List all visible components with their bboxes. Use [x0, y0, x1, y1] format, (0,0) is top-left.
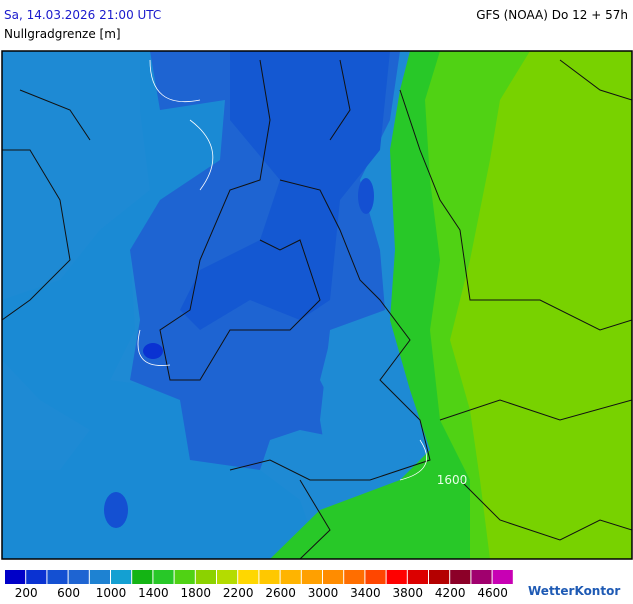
legend-swatch [259, 570, 280, 584]
legend-swatch [174, 570, 195, 584]
legend-swatch [68, 570, 89, 584]
legend-label: 1800 [181, 586, 212, 600]
legend-swatch [153, 570, 174, 584]
timestamp: Sa, 14.03.2026 21:00 UTC [4, 8, 161, 22]
legend-label: 4200 [435, 586, 466, 600]
field-min [104, 492, 128, 528]
legend-swatch [132, 570, 153, 584]
legend: 200 600 1000 1400 1800 2200 2600 3000 3400 3800 42… [5, 570, 513, 600]
legend-swatch [217, 570, 238, 584]
legend-label: 600 [57, 586, 80, 600]
map: 1600 [1, 50, 633, 560]
field-light [2, 51, 320, 559]
legend-label: 1000 [96, 586, 127, 600]
legend-label: 2200 [223, 586, 254, 600]
legend-swatch [238, 570, 259, 584]
legend-label: 2600 [265, 586, 296, 600]
field-min [358, 178, 374, 214]
model: GFS (NOAA) Do 12 + 57h [476, 8, 628, 22]
legend-swatch [407, 570, 428, 584]
legend-swatch [89, 570, 110, 584]
legend-swatch [429, 570, 450, 584]
contours [137, 59, 428, 481]
legend-swatch [450, 570, 471, 584]
legend-label: 3800 [393, 586, 424, 600]
legend-swatch [344, 570, 365, 584]
field-yellowgreen [450, 51, 632, 559]
legend-label: 4600 [477, 586, 508, 600]
borders [2, 59, 632, 559]
legend-label: 200 [15, 586, 38, 600]
legend-swatch [26, 570, 47, 584]
legend-swatch [386, 570, 407, 584]
map-frame [1, 50, 633, 560]
field-min [143, 343, 163, 359]
legend-swatch [365, 570, 386, 584]
legend-swatch [471, 570, 492, 584]
brand: WetterKontor [528, 584, 620, 598]
legend-swatch [301, 570, 322, 584]
legend-swatch [323, 570, 344, 584]
legend-label: 1400 [138, 586, 169, 600]
legend-swatch [47, 570, 68, 584]
field-dark [180, 51, 390, 330]
legend-swatch [195, 570, 216, 584]
legend-swatch [111, 570, 132, 584]
legend-label: 3000 [308, 586, 339, 600]
legend-swatch [280, 570, 301, 584]
contour-label: 1600 [437, 473, 468, 487]
legend-label: 3400 [350, 586, 381, 600]
field-light-east [320, 310, 420, 480]
legend-swatch [5, 570, 26, 584]
legend-swatch [492, 570, 513, 584]
parameter: Nullgradgrenze [m] [4, 27, 121, 41]
